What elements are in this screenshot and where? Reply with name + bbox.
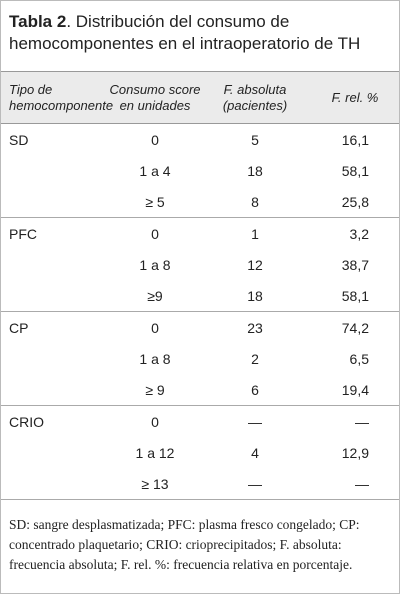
empty-cell (1, 468, 101, 500)
table-cell: 23 (209, 311, 301, 343)
table-row: CRIO 0— — (1, 405, 399, 437)
table-cell: 16,1 (301, 123, 399, 155)
table-cell: 19,4 (341, 381, 369, 398)
table-row: ≥ 9 6 19,4 (1, 374, 399, 406)
table-row: SD 0 5 16,1 (1, 123, 399, 155)
table-cell: 12 (247, 256, 263, 273)
table-cell: 3,2 (301, 217, 399, 249)
empty-cell (1, 155, 101, 186)
table-cell: 12,9 (341, 444, 369, 461)
table-cell: 0 (101, 405, 209, 437)
group-name: CRIO (1, 405, 101, 437)
footnote: SD: sangre desplasmatizada; PFC: plasma … (9, 517, 360, 572)
table-cell: 18 (247, 162, 263, 179)
table-cell: 1 a 4 (139, 162, 171, 179)
table-row: 1 a 8 2 6,5 (1, 343, 399, 374)
table-cell: 5 (209, 123, 301, 155)
table-cell: 0 (101, 217, 209, 249)
title-text: . Distribución del consumo de hemocompon… (9, 12, 361, 53)
table-cell: — (209, 468, 301, 500)
title-label: Tabla 2 (9, 12, 67, 31)
group-name: PFC (1, 217, 101, 249)
table-row: ≥ 5 8 25,8 (1, 186, 399, 218)
table-cell: — (301, 405, 399, 437)
table-row: 1 a 12 4 12,9 (1, 437, 399, 468)
table-cell: 25,8 (341, 193, 369, 210)
table-cell: 1 a 8 (139, 256, 171, 273)
group-name: CP (1, 311, 101, 343)
empty-cell (1, 343, 101, 374)
empty-cell (1, 280, 101, 312)
table-cell: 0 (101, 123, 209, 155)
table-cell: 58,1 (341, 287, 369, 304)
column-header: F. absoluta (pacientes) (209, 71, 301, 124)
group-name: SD (1, 123, 101, 155)
table-cell: 58,1 (341, 162, 369, 179)
empty-cell (1, 374, 101, 406)
column-header: Consumo score en unidades (101, 71, 209, 124)
header-row: Tipo de hemocomponente Consumo score en u… (1, 71, 399, 124)
column-header: F. rel. % (301, 71, 399, 124)
table-cell: 18 (247, 287, 263, 304)
empty-cell (1, 186, 101, 218)
table-cell: ≥ 13 (101, 468, 209, 500)
table-row: ≥9 18 58,1 (1, 280, 399, 312)
table-row: PFC 0 1 3,2 (1, 217, 399, 249)
empty-cell (1, 249, 101, 280)
table-cell: 1 a 12 (135, 444, 175, 461)
table-title: Tabla 2. Distribución del consumo de hem… (9, 11, 379, 55)
table-row: 1 a 8 12 38,7 (1, 249, 399, 280)
table-body: SD 0 5 16,1 1 a 4 18 58,1 ≥ 5 8 25,8 PFC 0 1 3,2 1 a 8… (1, 123, 399, 500)
table-cell: ≥ 9 (145, 381, 165, 398)
data-table: Tipo de hemocomponente Consumo score en u… (1, 71, 399, 500)
table-cell: 1 (209, 217, 301, 249)
table-cell: 74,2 (301, 311, 399, 343)
table-cell: 4 (251, 444, 259, 461)
table-cell: 0 (101, 311, 209, 343)
table-cell: 6,5 (349, 350, 369, 367)
table-cell: 2 (251, 350, 259, 367)
table-row: 1 a 4 18 58,1 (1, 155, 399, 186)
column-header: Tipo de hemocomponente (1, 71, 113, 124)
table-cell: 38,7 (341, 256, 369, 273)
table-cell: 1 a 8 (139, 350, 171, 367)
table-cell: 6 (251, 381, 259, 398)
table-cell: ≥9 (147, 287, 163, 304)
empty-cell (1, 437, 101, 468)
table-cell: ≥ 5 (145, 193, 165, 210)
table-cell: 8 (251, 193, 259, 210)
table-cell: — (209, 405, 301, 437)
table-row: CP 0 23 74,2 (1, 311, 399, 343)
table-row: ≥ 13— — (1, 468, 399, 500)
table-cell: — (301, 468, 399, 500)
